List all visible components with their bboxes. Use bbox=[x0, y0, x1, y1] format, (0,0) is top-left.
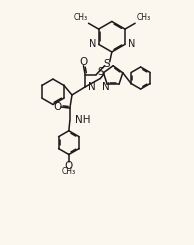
Text: CH₃: CH₃ bbox=[136, 12, 150, 22]
Text: S: S bbox=[104, 59, 110, 69]
Text: N: N bbox=[102, 82, 110, 92]
Text: N: N bbox=[128, 39, 135, 49]
Text: NH: NH bbox=[74, 115, 90, 125]
Text: O: O bbox=[79, 57, 87, 67]
Text: S: S bbox=[97, 67, 104, 77]
Text: O: O bbox=[65, 161, 73, 171]
Text: O: O bbox=[54, 102, 62, 112]
Text: N: N bbox=[88, 82, 96, 92]
Text: CH₃: CH₃ bbox=[62, 167, 76, 176]
Text: N: N bbox=[89, 39, 96, 49]
Text: CH₃: CH₃ bbox=[73, 12, 87, 22]
